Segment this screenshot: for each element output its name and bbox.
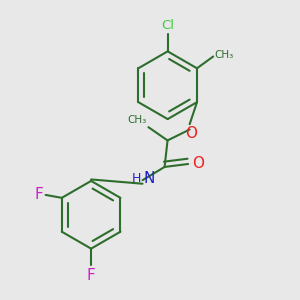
Text: CH₃: CH₃ xyxy=(215,50,234,60)
Text: N: N xyxy=(144,171,155,186)
Text: Cl: Cl xyxy=(161,19,174,32)
Text: F: F xyxy=(87,268,95,283)
Text: H: H xyxy=(132,172,141,185)
Text: F: F xyxy=(35,187,44,202)
Text: O: O xyxy=(185,126,197,141)
Text: O: O xyxy=(192,157,204,172)
Text: CH₃: CH₃ xyxy=(128,115,147,125)
